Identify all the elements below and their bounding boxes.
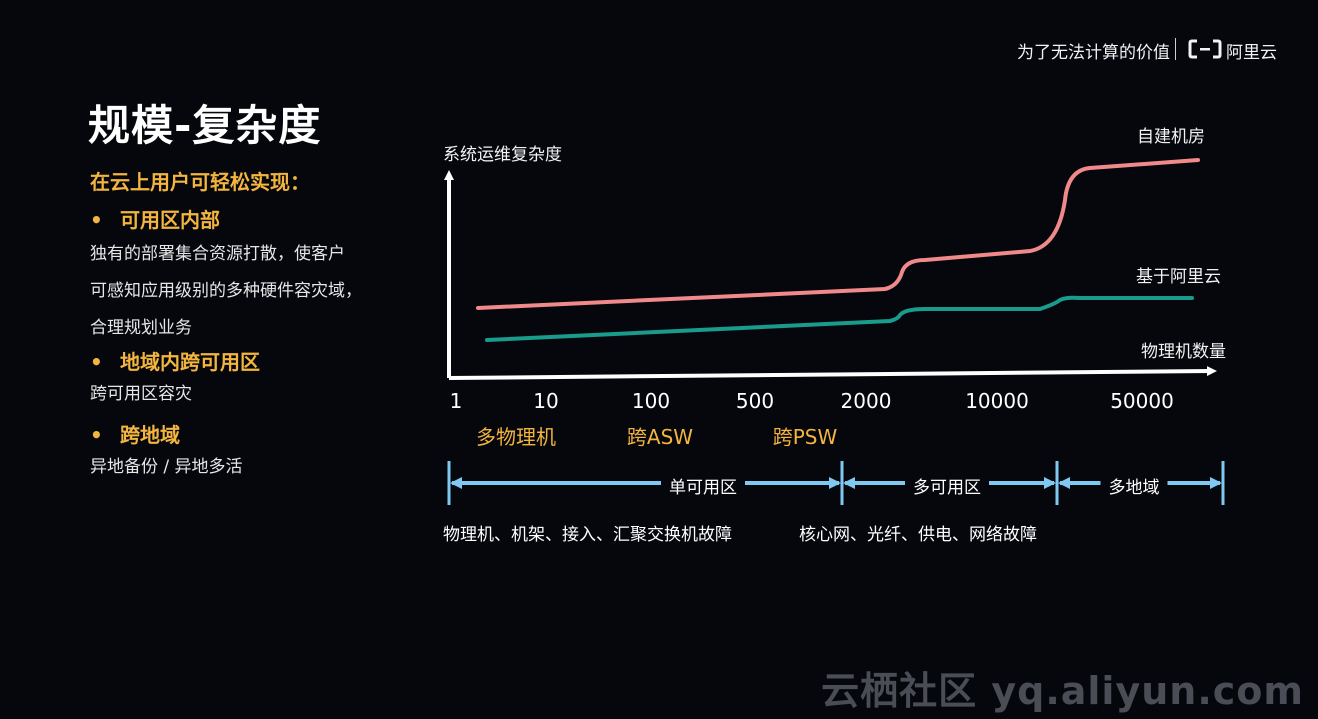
- brand-name: 阿里云: [1226, 43, 1277, 63]
- aliyun-curve: [485, 295, 1194, 342]
- zone-label-multi: 多可用区: [905, 473, 989, 498]
- aliyun-logo-icon: [1188, 39, 1222, 59]
- annotation-multi-server: 多物理机: [476, 425, 556, 449]
- bullet-title-text: 可用区内部: [120, 208, 220, 232]
- desc-line: 异地备份 / 异地多活: [90, 457, 243, 477]
- x-tick-label: 2000: [840, 389, 892, 413]
- series-label-aliyun: 基于阿里云: [1136, 267, 1221, 287]
- watermark: 云栖社区 yq.aliyun.com: [821, 669, 1304, 713]
- annotation-cross-asw: 跨ASW: [626, 425, 694, 449]
- zone-label-region: 多地域: [1100, 473, 1168, 498]
- bullet-title-zone-internal: • 可用区内部: [90, 204, 220, 233]
- x-tick-label: 10: [533, 389, 559, 413]
- x-tick-label: 10000: [965, 389, 1029, 413]
- bullet-title-text: 跨地域: [120, 423, 180, 447]
- bullet-desc-cross-zone: 跨可用区容灾: [90, 376, 192, 413]
- desc-line: 独有的部署集合资源打散，使客户: [90, 244, 345, 264]
- bullet-desc-zone-internal: 独有的部署集合资源打散，使客户 可感知应用级别的多种硬件容灾域， 合理规划业务: [90, 236, 362, 347]
- bullet-marker: •: [90, 423, 103, 447]
- x-axis: [448, 366, 1217, 380]
- intro-text: 在云上用户可轻松实现：: [90, 170, 310, 194]
- y-axis-label: 系统运维复杂度: [443, 145, 562, 165]
- bullet-title-cross-region: • 跨地域: [90, 419, 180, 448]
- desc-line: 跨可用区容灾: [90, 384, 192, 404]
- self-built-curve: [476, 158, 1200, 310]
- desc-line: 可感知应用级别的多种硬件容灾域，: [90, 281, 362, 301]
- annotation-cross-psw: 跨PSW: [772, 425, 838, 449]
- x-tick-label: 1: [449, 389, 463, 413]
- zone-label-single: 单可用区: [661, 473, 745, 498]
- header-slogan: 为了无法计算的价值: [1017, 43, 1170, 63]
- fault-text-single-zone: 物理机、机架、接入、汇聚交换机故障: [443, 525, 732, 545]
- desc-line: 合理规划业务: [90, 318, 192, 338]
- bullet-title-cross-zone: • 地域内跨可用区: [90, 346, 260, 375]
- x-axis-label: 物理机数量: [1141, 342, 1226, 362]
- x-tick-label: 100: [631, 389, 671, 413]
- x-tick-label: 50000: [1110, 389, 1174, 413]
- bullet-desc-cross-region: 异地备份 / 异地多活: [90, 449, 243, 486]
- header-divider: [1175, 38, 1176, 60]
- bullet-marker: •: [90, 208, 103, 232]
- series-label-self-built: 自建机房: [1137, 127, 1205, 147]
- bullet-marker: •: [90, 350, 103, 374]
- x-tick-label: 500: [735, 389, 775, 413]
- page-title: 规模-复杂度: [88, 101, 322, 150]
- bullet-title-text: 地域内跨可用区: [120, 350, 260, 374]
- fault-text-multi-zone: 核心网、光纤、供电、网络故障: [799, 525, 1037, 545]
